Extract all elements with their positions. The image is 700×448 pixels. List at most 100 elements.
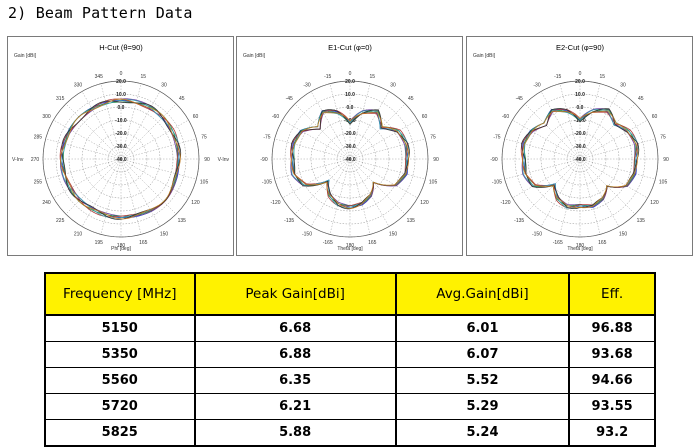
- grid-spoke: [504, 158, 581, 180]
- angle-tick-label: 270: [31, 157, 40, 163]
- cell-peak-gain: 6.35: [193, 367, 397, 394]
- angle-tick-label: 345: [95, 74, 104, 80]
- grid-spoke: [579, 158, 601, 235]
- angle-tick-label: 60: [422, 114, 428, 120]
- angle-tick-label: 15: [599, 74, 605, 80]
- angle-tick-label: 315: [56, 96, 65, 102]
- angle-tick-label: -135: [514, 218, 524, 224]
- grid-spoke: [540, 91, 581, 160]
- radial-tick-label: -10.0: [115, 118, 127, 124]
- grid-circle: [323, 132, 377, 186]
- header-peak-gain: Peak Gain[dBi]: [193, 272, 397, 316]
- grid-spoke: [65, 103, 122, 160]
- angle-tick-label: 105: [429, 179, 438, 185]
- cell-frequency: 5150: [44, 314, 196, 342]
- angle-tick-label: 210: [74, 231, 83, 237]
- grid-spoke: [120, 158, 189, 199]
- angle-tick-label: 0: [120, 71, 123, 77]
- radial-tick-label: 20.0: [575, 79, 585, 85]
- grid-spoke: [120, 83, 142, 160]
- pattern-trace: [522, 110, 639, 209]
- outer-circle: [501, 80, 659, 238]
- cell-frequency: 5560: [44, 367, 196, 394]
- angle-tick-label: -90: [490, 157, 497, 163]
- h-cut-plot-panel: H-Cut (θ=90) Gain [dBi] Phi [deg] 0 15 30 45 60…: [7, 36, 234, 256]
- section-heading: 2) Beam Pattern Data: [8, 4, 193, 22]
- angle-tick-label: 60: [652, 114, 658, 120]
- grid-circle: [94, 132, 148, 186]
- grid-spoke: [349, 158, 426, 180]
- angle-tick-label: -165: [323, 240, 333, 246]
- table-row: 5825 5.88 5.24 93.2: [44, 419, 656, 447]
- grid-circle: [55, 93, 187, 225]
- cell-peak-gain: 5.88: [193, 419, 397, 447]
- angle-tick-label: 150: [619, 231, 628, 237]
- grid-spoke: [540, 158, 581, 227]
- plot-title: H-Cut (θ=90): [99, 43, 143, 52]
- angle-tick-label: 240: [42, 200, 51, 206]
- angle-tick-label: 30: [620, 83, 626, 89]
- cell-frequency: 5350: [44, 341, 196, 368]
- angle-tick-label: -30: [303, 83, 310, 89]
- polar-plot-svg: H-Cut (θ=90) Gain [dBi] Phi [deg] 0 15 30 45 60…: [12, 43, 229, 252]
- radial-tick-label: -40.0: [574, 157, 586, 163]
- angle-tick-label: 300: [42, 114, 51, 120]
- table-row: 5150 6.68 6.01 96.88: [44, 314, 656, 342]
- angle-tick-label: -120: [501, 200, 511, 206]
- radial-tick-label: -30.0: [115, 144, 127, 150]
- grid-spoke: [349, 91, 390, 160]
- grid-spoke: [81, 91, 122, 160]
- angle-tick-label: 105: [659, 179, 668, 185]
- angle-tick-label: 330: [74, 83, 83, 89]
- angle-tick-label: 180: [576, 243, 585, 249]
- grid-spoke: [504, 138, 581, 160]
- grid-spoke: [120, 158, 197, 180]
- grid-spoke: [120, 158, 177, 215]
- radial-tick-label: -30.0: [344, 144, 356, 150]
- grid-spoke: [282, 119, 351, 160]
- grid-spoke: [282, 158, 351, 199]
- grid-spoke: [579, 138, 656, 160]
- grid-spoke: [120, 138, 197, 160]
- header-efficiency: Eff.: [568, 272, 656, 316]
- polar-plot-svg: E1-Cut (φ=0) Gain [dBi] Theta [deg] 0 15 30 45…: [243, 43, 439, 252]
- cell-frequency: 5825: [44, 419, 196, 447]
- angle-tick-label: 150: [389, 231, 398, 237]
- e2-cut-plot-panel: E2-Cut (φ=90) Gain [dBi] Theta [deg] 0 15 30 4…: [466, 36, 693, 256]
- angle-tick-label: -90: [260, 157, 267, 163]
- radial-tick-label: -20.0: [574, 131, 586, 137]
- grid-spoke: [579, 158, 620, 227]
- grid-spoke: [65, 158, 122, 215]
- table-row: 5350 6.88 6.07 93.68: [44, 341, 656, 368]
- side-label-left: V-Inv: [12, 157, 24, 163]
- table-header-row: Frequency [MHz] Peak Gain[dBi] Avg.Gain[…: [44, 272, 656, 316]
- grid-spoke: [120, 91, 161, 160]
- cell-efficiency: 94.66: [568, 367, 656, 394]
- angle-tick-label: 15: [140, 74, 146, 80]
- cell-avg-gain: 5.24: [394, 419, 571, 447]
- grid-circle: [284, 93, 416, 225]
- angle-tick-label: 105: [200, 179, 209, 185]
- angle-tick-label: 75: [201, 135, 207, 141]
- polar-plot-svg: E2-Cut (φ=90) Gain [dBi] Theta [deg] 0 15 30 4…: [473, 43, 669, 252]
- grid-spoke: [274, 138, 351, 160]
- grid-spoke: [120, 103, 177, 160]
- angle-tick-label: -105: [492, 179, 502, 185]
- angle-tick-label: -45: [286, 96, 293, 102]
- angle-tick-label: -150: [532, 231, 542, 237]
- table-row: 5560 6.35 5.52 94.66: [44, 367, 656, 394]
- grid-spoke: [349, 158, 390, 227]
- grid-spoke: [349, 83, 371, 160]
- angle-tick-label: 120: [191, 200, 200, 206]
- radial-tick-label: -20.0: [344, 131, 356, 137]
- angle-tick-label: 45: [638, 96, 644, 102]
- angle-tick-label: 75: [430, 135, 436, 141]
- angle-tick-label: 45: [179, 96, 185, 102]
- cell-avg-gain: 5.29: [394, 393, 571, 420]
- angle-tick-label: 120: [420, 200, 429, 206]
- cell-efficiency: 93.2: [568, 419, 656, 447]
- outer-circle: [42, 80, 200, 238]
- radial-tick-label: 0.0: [577, 105, 584, 111]
- cell-efficiency: 96.88: [568, 314, 656, 342]
- grid-circle: [553, 132, 607, 186]
